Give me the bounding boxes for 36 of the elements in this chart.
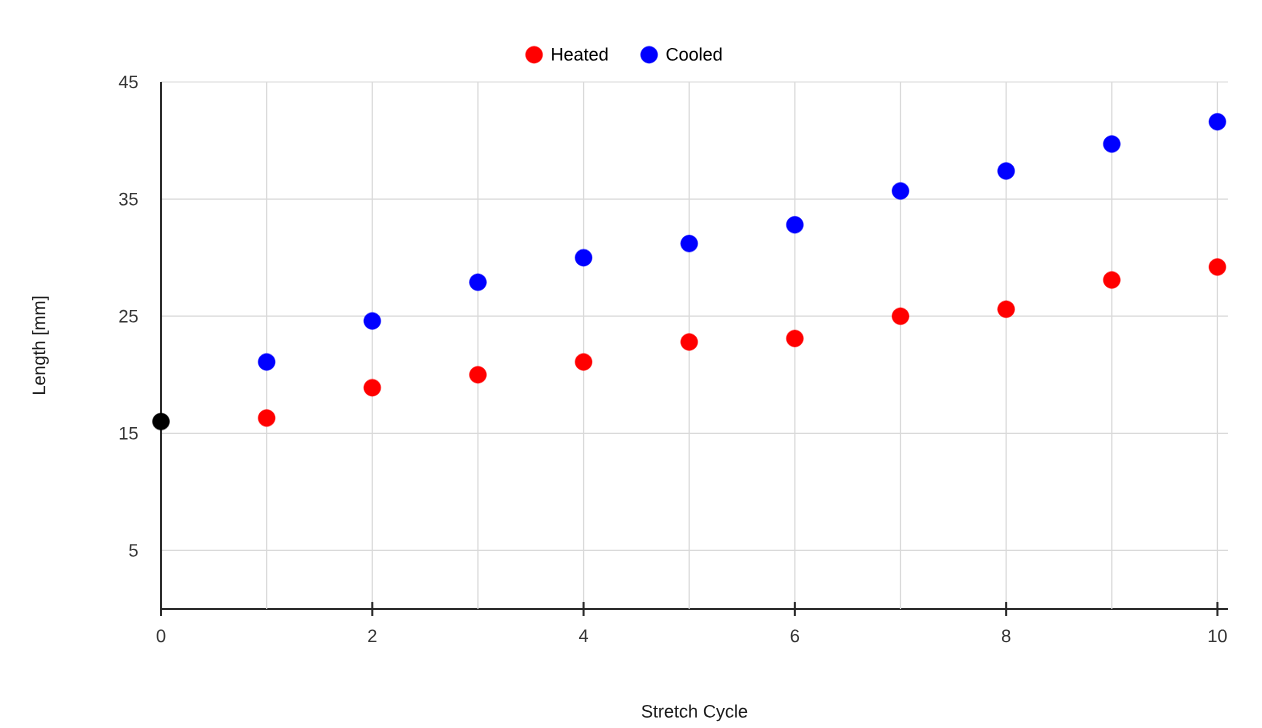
point	[680, 234, 698, 253]
y-tick-label: 45	[118, 75, 138, 89]
y-axis-title: Length [mm]	[32, 296, 49, 395]
point	[363, 378, 381, 397]
point	[1103, 135, 1121, 153]
point	[574, 248, 593, 267]
point	[574, 353, 593, 371]
point	[152, 412, 170, 431]
x-tick-label: 6	[790, 629, 800, 643]
y-tick-label: 5	[129, 544, 138, 557]
point	[891, 182, 910, 200]
x-tick-label: 4	[578, 629, 589, 642]
point	[469, 273, 487, 291]
x-axis-title: Stretch Cycle	[641, 704, 748, 722]
x-tick-label: 2	[368, 629, 377, 643]
y-tick-label: 15	[119, 427, 138, 440]
point	[891, 307, 910, 325]
legend-label: Cooled	[666, 47, 722, 61]
point	[469, 366, 487, 384]
x-tick-label: 0	[156, 629, 166, 643]
point	[1103, 271, 1121, 289]
point	[363, 312, 381, 330]
y-tick-label: 25	[119, 309, 138, 323]
point	[1208, 258, 1227, 276]
legend-label: Heated	[552, 47, 608, 61]
point	[257, 409, 276, 427]
point	[786, 329, 804, 348]
point	[786, 216, 804, 234]
y-tick-label: 35	[119, 192, 138, 206]
point	[997, 162, 1015, 180]
point	[997, 300, 1015, 318]
point	[1208, 113, 1227, 131]
point	[257, 353, 276, 371]
x-tick-label: 10	[1208, 629, 1227, 643]
x-tick-label: 8	[1001, 629, 1011, 643]
point	[680, 333, 698, 351]
